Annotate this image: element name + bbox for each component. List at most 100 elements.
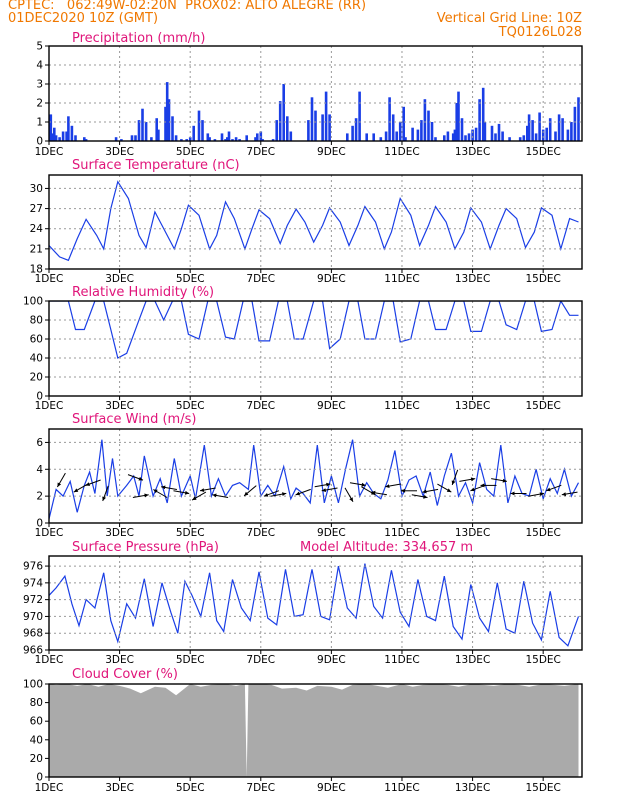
precip-bar	[174, 135, 178, 141]
precip-bar	[566, 129, 570, 141]
precip-xtick-label: 15DEC	[525, 146, 560, 158]
wind-arrow	[480, 483, 497, 488]
precip-bar	[557, 114, 561, 141]
wind-arrow-head	[184, 490, 190, 495]
wind-arrow	[411, 494, 428, 499]
temp-frame	[48, 174, 583, 270]
cloud-ytick-label: 0	[36, 772, 43, 784]
wind-arrow	[385, 483, 402, 488]
precip-bar	[155, 118, 158, 141]
precip-ytick-label: 2	[36, 98, 43, 110]
wind-arrow	[199, 487, 216, 492]
precip-bar	[534, 133, 538, 141]
wind-arrow-head	[423, 494, 428, 499]
wind-xtick-label: 5DEC	[176, 527, 205, 539]
wind-arrow-head	[138, 476, 143, 481]
precip-bar	[423, 99, 427, 141]
pressure-xtick-label: 1DEC	[35, 654, 64, 666]
wind-arrow	[561, 491, 578, 497]
precip-bar	[328, 114, 331, 141]
header-line1: CPTEC: 062:49W-02:20N PROX02: ALTO ALEGR…	[8, 0, 367, 13]
precip-ytick-label: 0	[36, 136, 43, 148]
precip-bar	[518, 137, 522, 141]
pressure-xtick-label: 5DEC	[176, 654, 205, 666]
wind-ytick-label: 0	[36, 518, 43, 530]
wind-arrow	[85, 479, 101, 486]
precip-bar	[395, 131, 398, 141]
temp-ytick-label: 21	[30, 243, 43, 255]
precip-bar	[446, 131, 450, 141]
precip-bar	[51, 133, 54, 141]
wind-title: Surface Wind (m/s)	[72, 412, 196, 427]
temp-xtick-label: 1DEC	[35, 273, 64, 285]
precip-bar	[554, 131, 557, 141]
precip-bar	[231, 139, 234, 141]
precip-bar	[430, 122, 434, 141]
precip-bar	[256, 133, 259, 141]
temp-ytick-label: 24	[30, 223, 44, 235]
precip-bar	[141, 108, 144, 141]
precip-bar	[167, 99, 171, 141]
wind-arrow-head	[244, 491, 249, 496]
rh-xtick-label: 11DEC	[384, 400, 419, 412]
pressure-ytick-label: 972	[23, 594, 43, 606]
precip-bar	[67, 116, 70, 141]
wind-arrow-head	[282, 492, 287, 496]
wind-arrow-head	[85, 482, 91, 486]
precip-panel: 0 1 2 3 4 5 1DEC 3DEC 5DEC 7DEC 9DEC 11DEC 13DEC 15DE…	[35, 31, 583, 158]
wind-arrow	[102, 485, 109, 502]
rh-xtick-label: 13DEC	[455, 400, 490, 412]
precip-bar	[460, 118, 464, 141]
wind-arrow	[56, 472, 66, 488]
precip-bar	[188, 137, 192, 141]
wind-arrow-head	[192, 496, 197, 501]
precip-ytick-label: 1	[36, 117, 43, 129]
precip-bar	[538, 112, 541, 141]
precip-bar	[150, 137, 153, 141]
precip-bar	[180, 139, 183, 141]
wind-arrow	[153, 489, 168, 498]
temp-ytick-label: 30	[30, 183, 43, 195]
precip-bar	[53, 127, 56, 141]
temp-xtick-label: 13DEC	[455, 273, 490, 285]
cloud-xtick-label: 15DEC	[525, 782, 560, 794]
pressure-ytick-label: 970	[23, 611, 43, 623]
wind-arrow-head	[153, 489, 158, 494]
wind-arrow-head	[385, 484, 390, 488]
precip-bar	[238, 139, 241, 141]
temp-ytick-label: 18	[30, 264, 43, 276]
wind-ytick-label: 6	[36, 437, 43, 449]
precip-bar	[208, 137, 211, 141]
wind-frame	[48, 428, 583, 524]
precip-bar	[171, 116, 174, 141]
precip-bar	[354, 118, 358, 141]
precip-bar	[157, 129, 160, 141]
temp-xtick-label: 5DEC	[176, 273, 205, 285]
pressure-title: Surface Pressure (hPa)	[72, 540, 219, 555]
precip-bar	[130, 135, 134, 141]
wind-arrow	[212, 493, 229, 498]
wind-arrow-head	[539, 492, 544, 496]
precip-bar	[467, 133, 471, 141]
wind-arrow-head	[446, 488, 452, 493]
wind-arrow	[321, 487, 338, 492]
wind-arrow	[401, 488, 417, 493]
precip-ytick-label: 5	[36, 41, 43, 53]
precip-bar	[165, 82, 169, 141]
wind-arrow-head	[422, 489, 427, 494]
pressure-xtick-label: 7DEC	[246, 654, 275, 666]
wind-arrow-head	[546, 487, 551, 492]
precip-bar	[455, 103, 458, 141]
precip-bar	[526, 125, 529, 141]
rh-frame	[48, 300, 583, 397]
precip-bar	[527, 114, 531, 141]
pressure-line	[49, 563, 580, 647]
cloud-ytick-label: 100	[23, 679, 43, 691]
cloud-ytick-label: 40	[30, 734, 43, 746]
precip-bar	[490, 125, 494, 141]
precip-bar	[226, 137, 229, 141]
precip-bar	[372, 133, 375, 141]
temp-xtick-label: 9DEC	[317, 273, 346, 285]
temp-title: Surface Temperature (nC)	[72, 158, 240, 173]
rh-xtick-label: 3DEC	[105, 400, 134, 412]
